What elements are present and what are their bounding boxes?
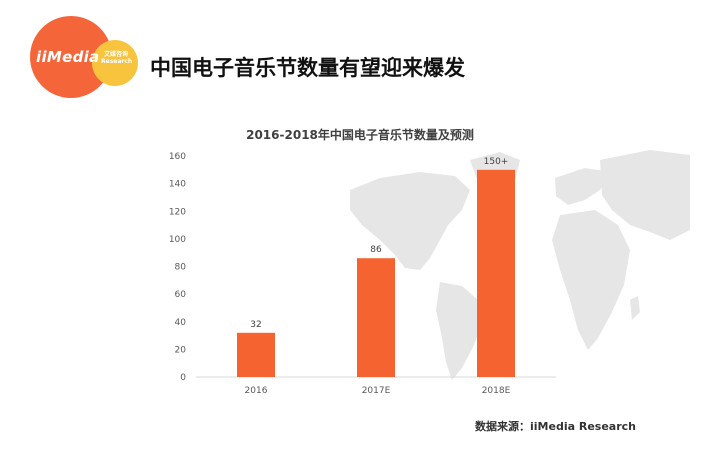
data-label: 32 bbox=[250, 320, 261, 330]
y-tick-label: 0 bbox=[180, 373, 186, 383]
y-axis: 0 20 40 60 80 100 120 140 160 bbox=[169, 152, 186, 383]
y-tick-label: 60 bbox=[175, 290, 187, 300]
bar-series: 32 86 150+ bbox=[237, 157, 515, 377]
world-map-background bbox=[350, 150, 690, 380]
data-label: 150+ bbox=[484, 157, 509, 167]
x-tick-label: 2016 bbox=[245, 386, 268, 396]
logo-text: iiMedia bbox=[36, 48, 100, 66]
data-label: 86 bbox=[370, 245, 382, 255]
x-tick-label: 2018E bbox=[482, 386, 511, 396]
logo-circle-small bbox=[92, 40, 138, 86]
bar-2016 bbox=[237, 332, 275, 377]
logo-subtext: 艾媒咨询 Research bbox=[101, 51, 133, 65]
bar-2017E bbox=[357, 258, 395, 377]
y-tick-label: 160 bbox=[169, 152, 186, 162]
y-tick-label: 120 bbox=[169, 207, 186, 217]
chart-title: 2016-2018年中国电子音乐节数量及预测 bbox=[246, 128, 474, 142]
brand-logo: iiMedia 艾媒咨询 Research bbox=[0, 0, 180, 110]
y-tick-label: 40 bbox=[175, 318, 187, 328]
bar-2018E bbox=[477, 169, 515, 377]
y-tick-label: 80 bbox=[175, 263, 187, 273]
y-tick-label: 140 bbox=[169, 180, 186, 190]
x-tick-label: 2017E bbox=[362, 386, 391, 396]
y-tick-label: 100 bbox=[169, 235, 186, 245]
x-axis: 2016 2017E 2018E bbox=[196, 376, 556, 396]
data-source: 数据来源：iiMedia Research bbox=[475, 420, 636, 433]
y-tick-label: 20 bbox=[175, 345, 187, 355]
page-title: 中国电子音乐节数量有望迎来爆发 bbox=[150, 56, 465, 80]
